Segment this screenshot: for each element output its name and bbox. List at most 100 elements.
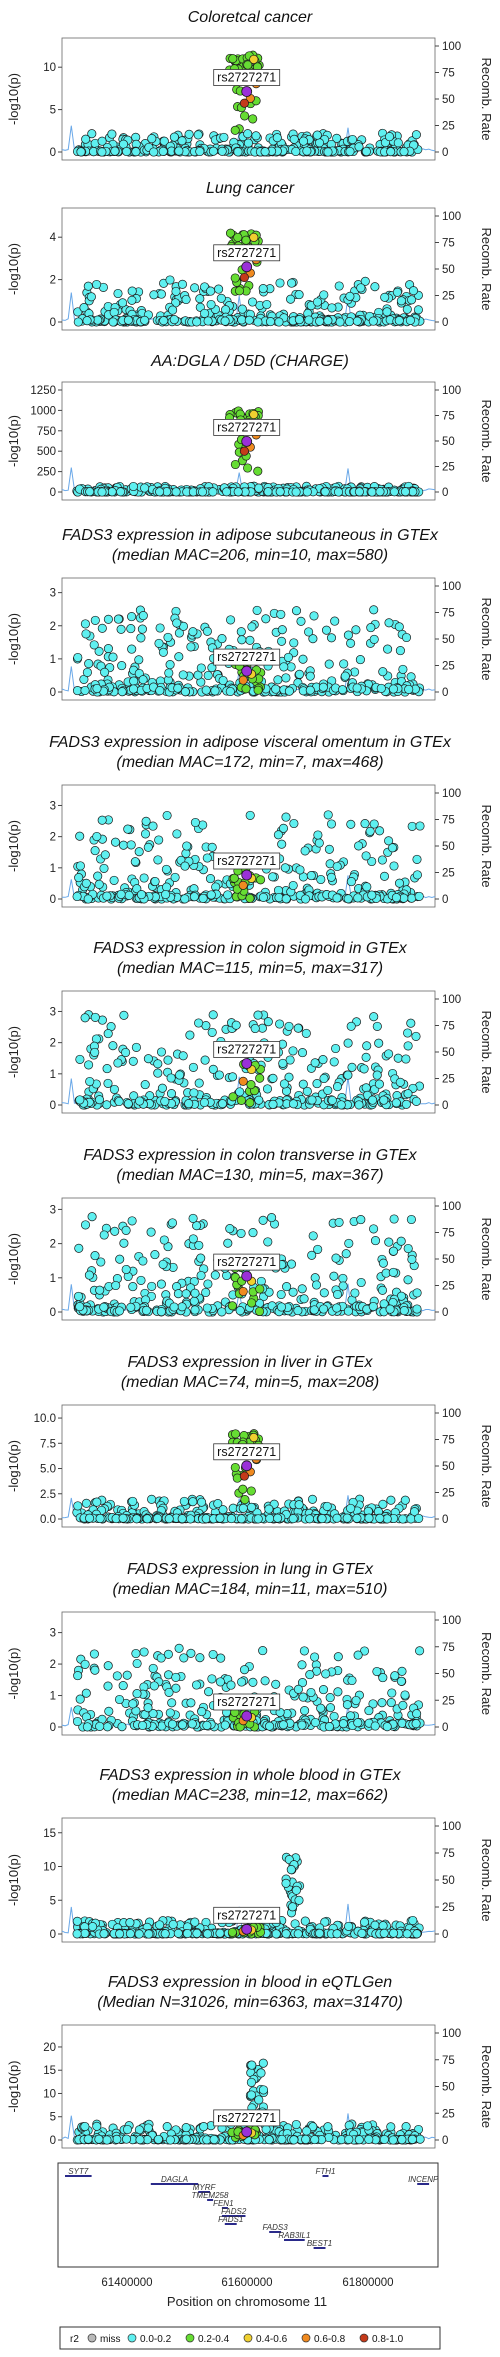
points — [74, 1010, 425, 1110]
snp-point — [400, 487, 410, 497]
y-tick-label: 0 — [50, 147, 56, 159]
snp-point — [247, 297, 258, 307]
snp-point — [347, 1675, 357, 1686]
y-tick-label: 2 — [50, 621, 56, 633]
snp-point — [102, 1100, 112, 1110]
snp-point — [291, 606, 302, 616]
recomb-tick-label: 75 — [442, 1848, 455, 1860]
snp-point — [413, 305, 423, 315]
snp-point — [256, 1276, 266, 1286]
snp-point — [362, 1041, 372, 1051]
lead-snp-label: rs2727271 — [217, 1255, 276, 1269]
snp-point — [202, 853, 212, 863]
snp-point — [263, 487, 273, 497]
snp-point — [195, 1653, 205, 1663]
snp-point — [178, 1051, 188, 1061]
snp-point — [132, 1689, 142, 1699]
snp-point — [243, 129, 253, 139]
panel-title: (median MAC=238, min=12, max=662) — [112, 1787, 388, 1804]
snp-point — [134, 655, 144, 665]
recomb-tick-label: 25 — [442, 661, 455, 673]
snp-point — [339, 659, 349, 669]
snp-point — [359, 1064, 369, 1074]
snp-point — [238, 1484, 248, 1494]
snp-point — [374, 1079, 384, 1089]
snp-point — [89, 1649, 99, 1659]
panel-6: FADS3 expression in colon sigmoid in GTE… — [6, 940, 494, 1114]
snp-point — [288, 1514, 298, 1524]
snp-point — [99, 1929, 109, 1939]
snp-point — [215, 1677, 225, 1687]
snp-point — [350, 1288, 360, 1298]
snp-point — [182, 841, 192, 851]
snp-point — [382, 307, 392, 317]
snp-point — [319, 290, 329, 300]
snp-point — [107, 487, 117, 497]
y-axis-label-right: Recomb. Rate — [479, 597, 494, 680]
panel-title: FADS3 expression in colon sigmoid in GTE… — [93, 940, 408, 957]
y-tick-label: 7.5 — [40, 1438, 56, 1450]
y-axis-label-right: Recomb. Rate — [479, 1632, 494, 1715]
snp-point — [118, 1681, 128, 1691]
snp-point — [299, 1294, 309, 1304]
snp-point — [173, 683, 183, 693]
snp-point — [288, 1902, 298, 1912]
snp-point — [356, 1277, 366, 1288]
y-tick-label: 3 — [50, 1628, 56, 1640]
snp-point — [286, 1865, 296, 1875]
snp-point — [181, 2123, 191, 2133]
snp-point — [389, 861, 399, 871]
panel-2: Lung cancer 0 2 4 0 25 50 75 100 -log10(p) Recomb.… — [6, 180, 494, 331]
snp-point — [288, 1046, 298, 1056]
snp-point — [117, 1722, 127, 1732]
snp-point — [127, 286, 137, 296]
snp-point — [327, 303, 337, 313]
snp-point — [97, 623, 107, 633]
recomb-tick-label: 100 — [442, 994, 461, 1006]
snp-point — [252, 605, 262, 615]
panel-1: Coloretcal cancer05100255075100-log10(p)… — [6, 9, 494, 161]
snp-point — [275, 278, 285, 288]
snp-point — [239, 98, 249, 108]
snp-point — [265, 1513, 275, 1524]
snp-point — [214, 284, 224, 294]
snp-point — [171, 487, 181, 497]
snp-point — [128, 1282, 138, 1292]
snp-point — [161, 864, 171, 874]
snp-point — [343, 1038, 353, 1048]
snp-point — [102, 2135, 112, 2145]
recomb-tick-label: 50 — [442, 2082, 455, 2094]
snp-point — [72, 1929, 82, 1939]
snp-point — [274, 317, 284, 327]
snp-point — [295, 865, 305, 875]
snp-point — [392, 287, 402, 297]
snp-point — [333, 487, 344, 497]
lead-snp-point — [241, 435, 253, 447]
snp-point — [237, 304, 247, 314]
snp-point — [92, 1497, 102, 1507]
snp-point — [289, 818, 299, 829]
snp-point — [253, 685, 263, 695]
snp-point — [188, 1213, 198, 1223]
snp-point — [379, 2134, 389, 2145]
snp-point — [414, 891, 424, 901]
snp-point — [206, 286, 216, 296]
snp-point — [188, 1234, 198, 1244]
recomb-tick-label: 100 — [442, 788, 461, 800]
snp-point — [207, 1674, 217, 1684]
snp-point — [379, 1095, 389, 1105]
snp-point — [354, 2135, 364, 2145]
snp-point — [313, 830, 323, 840]
snp-point — [196, 663, 206, 673]
snp-point — [352, 683, 362, 693]
snp-point — [316, 1703, 326, 1713]
snp-point — [155, 686, 165, 696]
snp-point — [131, 147, 141, 157]
snp-point — [81, 1498, 91, 1508]
snp-point — [305, 671, 315, 681]
snp-point — [188, 1062, 198, 1072]
snp-point — [72, 1716, 83, 1727]
snp-point — [195, 146, 205, 157]
snp-point — [298, 1079, 308, 1089]
snp-point — [343, 1070, 353, 1080]
